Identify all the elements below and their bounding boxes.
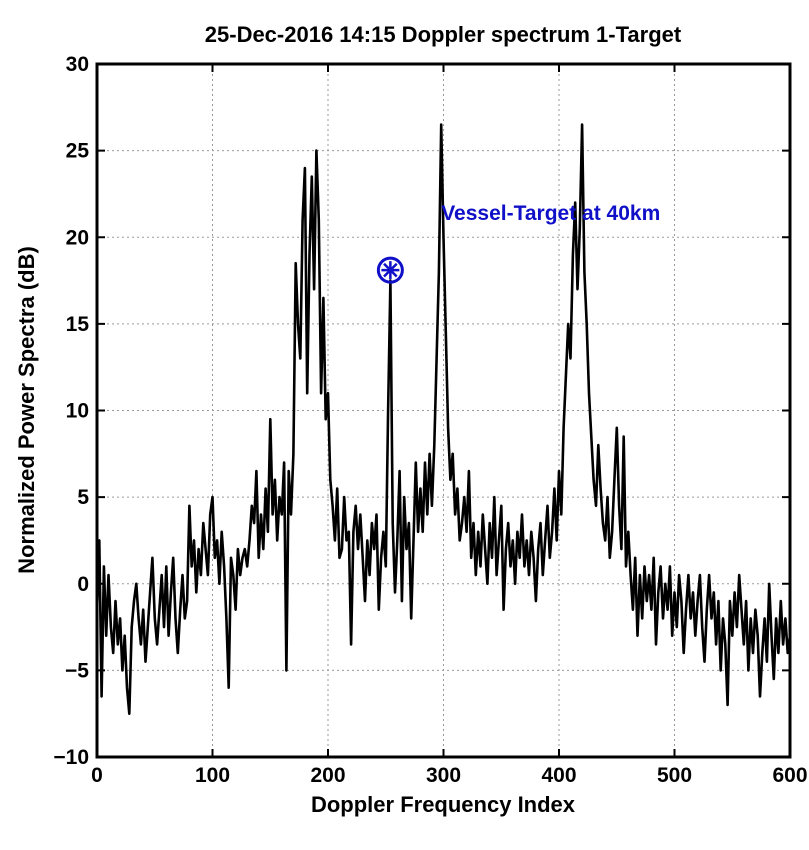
x-tick-label: 200 bbox=[310, 764, 345, 787]
target-marker bbox=[376, 256, 404, 284]
x-tick-label: 0 bbox=[91, 764, 103, 787]
series-layer bbox=[95, 123, 792, 715]
y-tick-label: −10 bbox=[53, 746, 89, 769]
y-tick-label: 5 bbox=[77, 486, 89, 509]
marker-spoke bbox=[383, 262, 398, 278]
spectrum-line bbox=[95, 123, 792, 715]
ticks: 0 100 200 300 400 500 600 −10 −5 0 5 10 15 20 25 30 bbox=[53, 53, 807, 787]
y-tick-label: 0 bbox=[77, 573, 89, 596]
x-tick-label: 500 bbox=[657, 764, 692, 787]
y-tick-label: 30 bbox=[66, 53, 89, 76]
grid bbox=[97, 64, 790, 757]
marker-circle bbox=[376, 256, 404, 284]
x-tick-label: 300 bbox=[426, 764, 461, 787]
x-axis-label: Doppler Frequency Index bbox=[311, 792, 576, 817]
y-tick-label: 25 bbox=[66, 140, 90, 163]
x-tick-label: 400 bbox=[541, 764, 576, 787]
y-tick-label: 20 bbox=[66, 226, 89, 249]
y-axis-label: Normalized Power Spectra (dB) bbox=[14, 246, 39, 574]
y-tick-label: 15 bbox=[66, 313, 90, 336]
marker-layer bbox=[376, 256, 404, 284]
x-tick-label: 600 bbox=[772, 764, 807, 787]
x-tick-label: 100 bbox=[195, 764, 230, 787]
y-tick-label: −5 bbox=[65, 659, 89, 682]
chart-title: 25-Dec-2016 14:15 Doppler spectrum 1-Tar… bbox=[205, 22, 682, 47]
vessel-target-annotation: Vessel-Target at 40km bbox=[441, 202, 660, 225]
y-tick-label: 10 bbox=[66, 400, 89, 423]
